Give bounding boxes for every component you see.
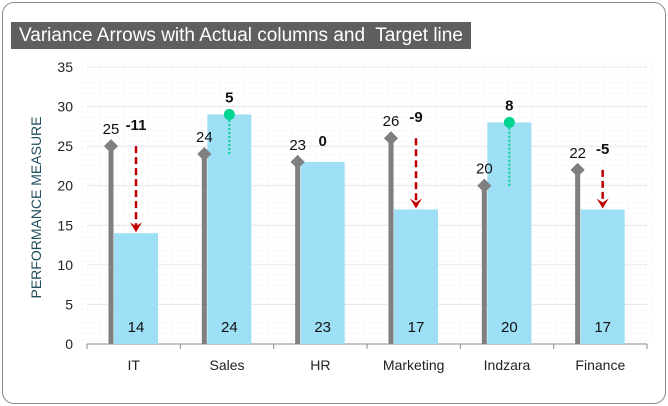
column-data-label: 23 xyxy=(314,319,331,336)
y-axis-title: PERFORMANCE MEASURE xyxy=(28,116,44,298)
variance-data-label: 5 xyxy=(225,89,233,106)
column-data-label: 14 xyxy=(128,319,145,336)
x-tick-label: Marketing xyxy=(383,357,444,373)
arrow-head-icon xyxy=(596,198,609,209)
y-tick-label: 0 xyxy=(65,336,73,352)
target-data-label: 26 xyxy=(383,113,400,130)
x-tick-label: Sales xyxy=(209,357,244,373)
variance-marker xyxy=(223,108,235,120)
y-tick-label: 5 xyxy=(65,296,73,312)
plot-background xyxy=(77,59,657,344)
target-data-label: 20 xyxy=(476,161,493,178)
y-tick-label: 20 xyxy=(57,178,73,194)
variance-data-label: -11 xyxy=(126,117,147,134)
variance-data-label: 0 xyxy=(318,133,326,150)
actual-column xyxy=(580,209,625,344)
target-data-label: 25 xyxy=(103,121,120,138)
target-marker xyxy=(197,146,212,162)
column-data-label: 17 xyxy=(408,319,425,336)
x-tick-label: Finance xyxy=(575,357,625,373)
x-tick-label: Indzara xyxy=(484,357,531,373)
target-marker xyxy=(290,154,305,170)
y-tick-label: 10 xyxy=(57,257,73,273)
y-tick-label: 25 xyxy=(57,138,73,154)
target-data-label: 22 xyxy=(569,145,586,162)
target-data-label: 23 xyxy=(289,137,306,154)
actual-column xyxy=(300,161,345,344)
target-marker xyxy=(570,162,585,177)
arrow-head-icon xyxy=(410,198,422,209)
column-data-label: 17 xyxy=(594,319,611,336)
x-tick-label: HR xyxy=(310,357,330,373)
column-data-label: 20 xyxy=(501,319,518,336)
y-tick-label: 30 xyxy=(57,99,73,115)
actual-column xyxy=(114,233,158,344)
variance-data-label: 8 xyxy=(505,97,513,114)
actual-column xyxy=(487,122,532,345)
y-tick-label: 15 xyxy=(57,217,73,233)
target-marker xyxy=(477,178,492,193)
actual-column xyxy=(394,209,438,344)
column-data-label: 24 xyxy=(221,319,238,336)
target-data-label: 24 xyxy=(196,129,213,146)
arrow-head-icon xyxy=(130,222,142,233)
variance-marker xyxy=(503,116,515,128)
target-marker xyxy=(383,131,399,146)
variance-data-label: -5 xyxy=(596,141,609,158)
variance-data-label: -9 xyxy=(409,109,422,126)
chart-title: Variance Arrows with Actual columns and … xyxy=(11,22,471,49)
y-tick-label: 35 xyxy=(57,59,73,75)
x-tick-label: IT xyxy=(127,357,140,373)
